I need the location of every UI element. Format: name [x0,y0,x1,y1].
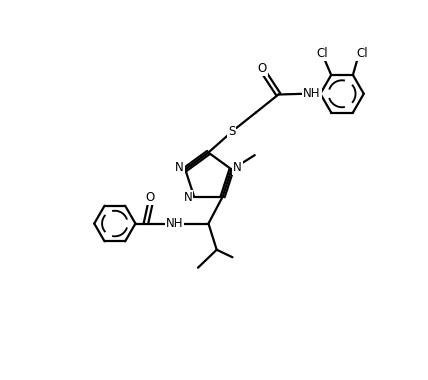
Text: NH: NH [303,87,321,100]
Text: N: N [175,161,184,174]
Text: Cl: Cl [317,48,328,60]
Text: N: N [184,191,193,204]
Text: Cl: Cl [356,48,368,60]
Text: O: O [146,191,155,204]
Text: N: N [233,161,242,174]
Text: O: O [258,62,267,75]
Text: S: S [228,125,235,138]
Text: NH: NH [166,217,184,230]
